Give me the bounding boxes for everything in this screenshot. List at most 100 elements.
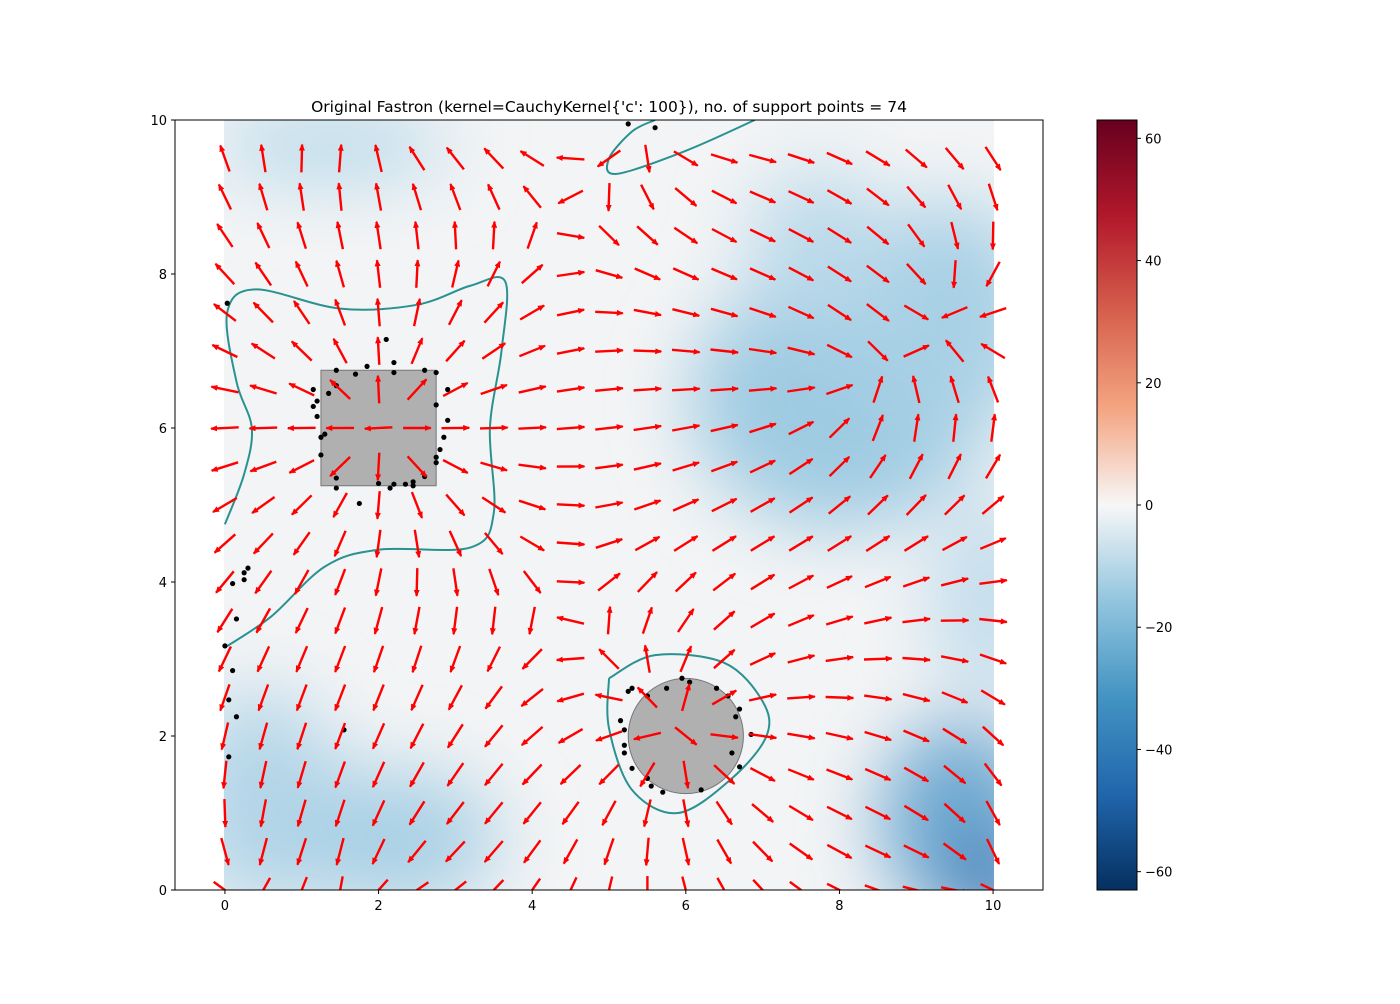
field-arrow xyxy=(518,427,546,428)
field-arrow xyxy=(365,427,393,428)
support-point xyxy=(234,616,239,621)
support-point xyxy=(434,402,439,407)
field-arrow xyxy=(609,183,610,211)
support-point xyxy=(311,404,316,409)
support-point xyxy=(737,706,742,711)
support-point xyxy=(387,485,392,490)
field-arrow xyxy=(224,799,225,827)
support-point xyxy=(357,501,362,506)
support-point xyxy=(679,676,684,681)
field-arrow xyxy=(417,568,418,596)
colorbar-tick-label: −20 xyxy=(1145,621,1172,636)
support-point xyxy=(445,418,450,423)
support-point xyxy=(729,750,734,755)
support-point xyxy=(422,368,427,373)
field-arrow xyxy=(993,222,994,250)
field-arrow xyxy=(557,581,585,582)
support-point xyxy=(437,447,442,452)
field-arrow xyxy=(378,337,380,365)
colorbar-tick-label: 60 xyxy=(1145,132,1162,147)
support-point xyxy=(334,485,339,490)
support-point xyxy=(242,570,247,575)
support-point xyxy=(225,301,230,306)
chart-title: Original Fastron (kernel=CauchyKernel{'c… xyxy=(311,98,907,116)
field-arrow xyxy=(250,428,278,429)
support-point xyxy=(618,718,623,723)
support-point xyxy=(376,481,381,486)
field-arrow xyxy=(301,145,302,173)
support-point xyxy=(441,435,446,440)
field-arrow xyxy=(211,427,239,428)
colorbar-tick-label: 0 xyxy=(1145,499,1153,514)
y-tick-label: 6 xyxy=(159,422,167,437)
support-point xyxy=(737,764,742,769)
support-point xyxy=(318,452,323,457)
field-arrow xyxy=(493,222,495,250)
field-arrow xyxy=(416,260,417,288)
field-arrow xyxy=(378,376,379,404)
support-point xyxy=(326,391,331,396)
support-point xyxy=(242,577,247,582)
field-arrow xyxy=(864,659,892,660)
support-point xyxy=(230,581,235,586)
field-arrow xyxy=(557,504,585,505)
y-tick-label: 4 xyxy=(159,576,167,591)
support-point xyxy=(391,360,396,365)
support-point xyxy=(411,483,416,488)
y-tick-label: 0 xyxy=(159,884,167,899)
support-point xyxy=(315,398,320,403)
support-point xyxy=(234,714,239,719)
colorbar-tick-label: −40 xyxy=(1145,743,1172,758)
y-tick-label: 8 xyxy=(159,268,167,283)
support-point xyxy=(434,460,439,465)
support-point xyxy=(434,455,439,460)
support-point xyxy=(629,766,634,771)
support-point xyxy=(226,754,231,759)
x-tick-label: 6 xyxy=(682,899,690,914)
colorbar-tick-label: 40 xyxy=(1145,255,1162,270)
colorbar-tick-label: −60 xyxy=(1145,866,1172,881)
support-point xyxy=(649,783,654,788)
support-point xyxy=(714,686,719,691)
support-point xyxy=(245,566,250,571)
y-tick-label: 2 xyxy=(159,730,167,745)
field-arrow xyxy=(480,428,508,429)
support-point xyxy=(626,121,631,126)
x-tick-label: 2 xyxy=(374,899,382,914)
y-axis-ticks: 0 2 4 6 8 10 xyxy=(150,114,175,899)
support-point xyxy=(391,370,396,375)
field-arrow xyxy=(595,350,623,351)
support-point xyxy=(364,364,369,369)
support-point xyxy=(311,387,316,392)
support-point xyxy=(230,668,235,673)
support-point xyxy=(403,482,408,487)
x-tick-label: 8 xyxy=(835,899,843,914)
field-arrow xyxy=(634,351,662,352)
support-point xyxy=(315,414,320,419)
heatmap-background xyxy=(180,105,1050,930)
field-arrow xyxy=(595,312,623,313)
x-tick-label: 10 xyxy=(985,899,1002,914)
field-arrow xyxy=(455,222,456,250)
support-point xyxy=(391,482,396,487)
support-point xyxy=(622,750,627,755)
support-point xyxy=(334,368,339,373)
support-point xyxy=(687,680,692,685)
support-point xyxy=(660,790,665,795)
support-point xyxy=(222,643,227,648)
y-tick-label: 10 xyxy=(150,114,167,129)
field-arrow xyxy=(378,453,380,481)
support-point xyxy=(384,337,389,342)
support-point xyxy=(334,475,339,480)
field-arrow xyxy=(672,389,700,391)
x-tick-label: 4 xyxy=(528,899,536,914)
support-point xyxy=(622,743,627,748)
field-arrow xyxy=(826,697,854,698)
support-point xyxy=(622,727,627,732)
colorbar xyxy=(1097,120,1137,890)
support-point xyxy=(652,125,657,130)
support-point xyxy=(733,714,738,719)
